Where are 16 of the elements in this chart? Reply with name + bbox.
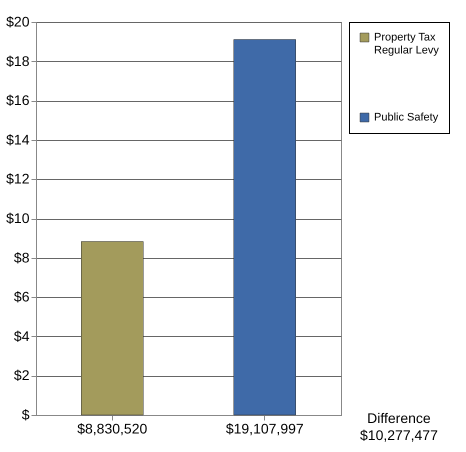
y-tick-label: $16 <box>6 92 30 108</box>
x-tick-label: $19,107,997 <box>226 420 304 436</box>
y-tick-label: $ <box>22 406 30 422</box>
y-tick-label: $8 <box>14 249 30 266</box>
y-tick-label: $12 <box>6 170 30 187</box>
legend-label: Property Tax Regular Levy <box>374 32 440 56</box>
y-tick-label: $4 <box>14 328 30 344</box>
y-tick-label: $14 <box>6 131 30 148</box>
y-tick-label: $20 <box>6 14 30 30</box>
y-tick-label: $18 <box>6 52 30 69</box>
y-tick-label: $6 <box>14 288 30 305</box>
x-tick-label: $8,830,520 <box>77 420 148 436</box>
y-tick-label: $2 <box>14 367 30 384</box>
y-tick-label: $10 <box>6 210 30 226</box>
text: Difference $10,277,477 <box>360 410 438 444</box>
legend-label: Public Safety <box>374 112 439 124</box>
